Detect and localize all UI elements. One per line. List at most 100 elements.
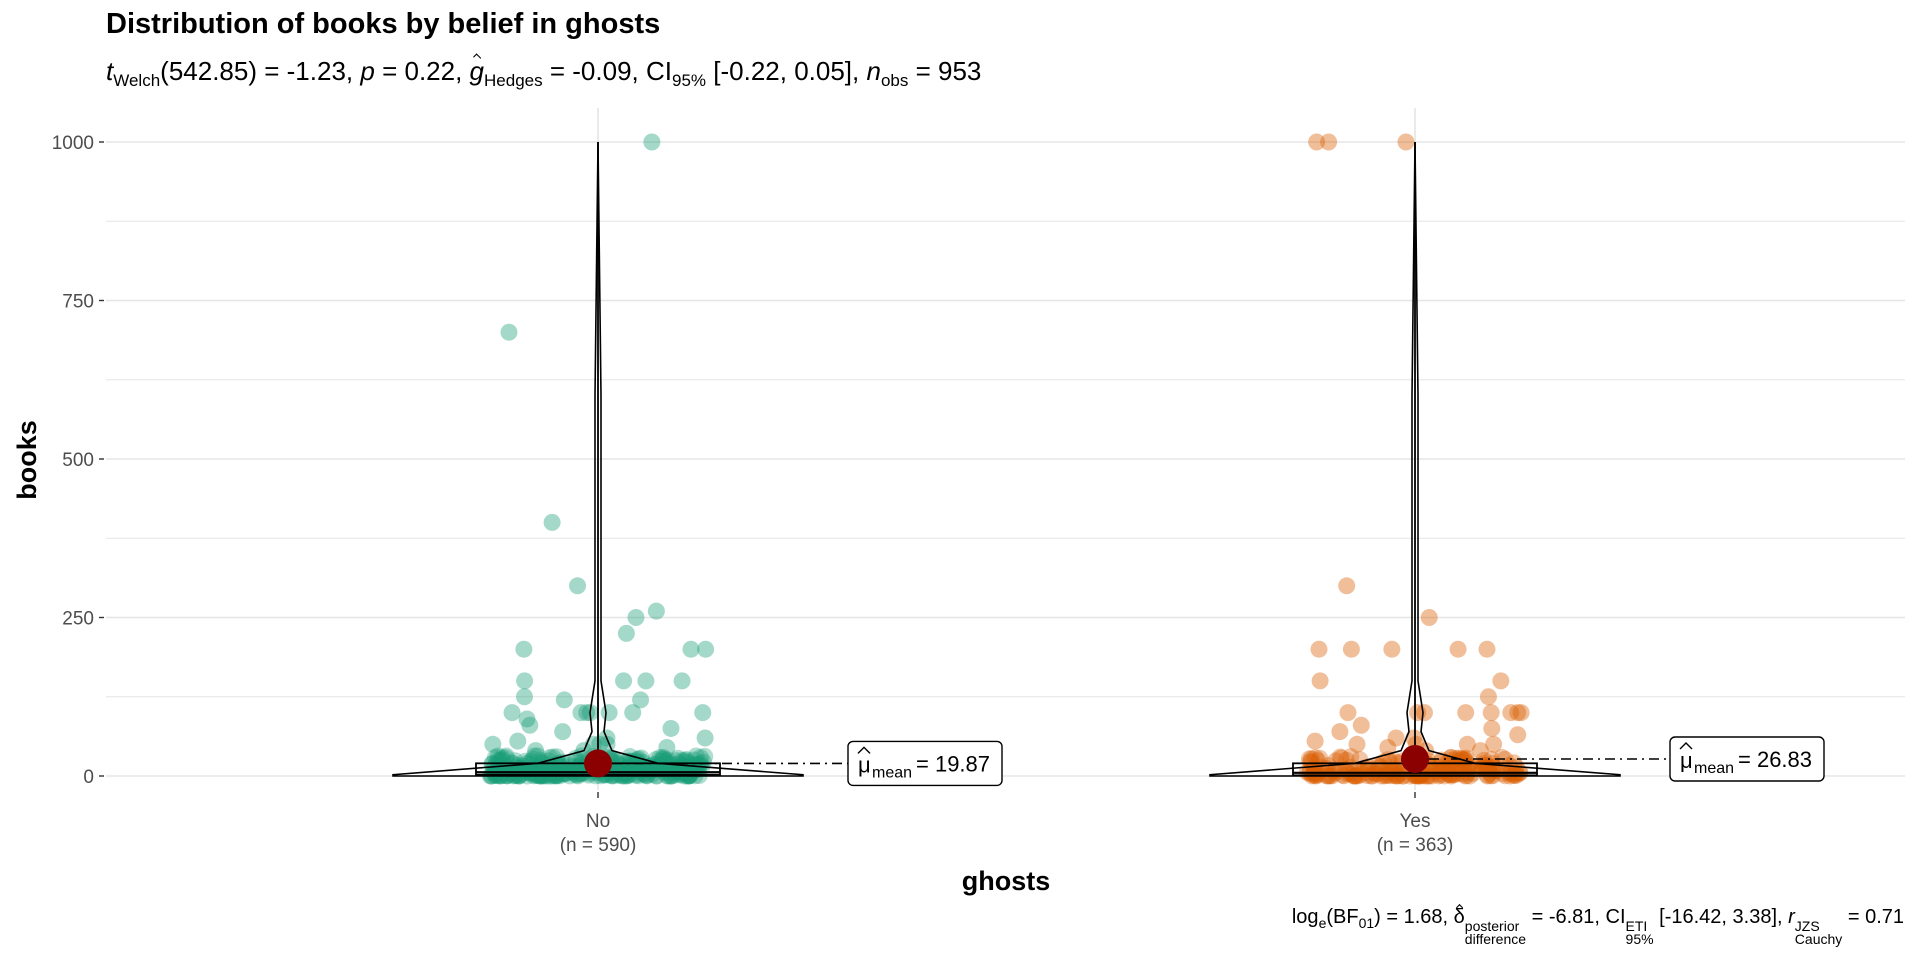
data-point xyxy=(1331,723,1349,741)
t-subscript: Welch xyxy=(113,71,161,90)
data-point xyxy=(611,756,629,774)
data-point xyxy=(647,602,665,620)
data-point xyxy=(1371,757,1389,775)
mean-point xyxy=(584,749,612,778)
data-point xyxy=(630,760,648,778)
data-point xyxy=(671,757,689,775)
data-point xyxy=(578,704,596,722)
data-point xyxy=(554,723,572,741)
r-value: = 0.71 xyxy=(1847,906,1904,928)
p-value: = 0.22, xyxy=(382,56,463,86)
bf-subscript: 01 xyxy=(1358,915,1375,931)
data-point xyxy=(1478,640,1496,658)
data-point xyxy=(555,691,573,709)
data-point xyxy=(697,640,715,658)
data-point xyxy=(509,732,527,750)
data-point xyxy=(1369,757,1387,775)
data-point xyxy=(591,735,609,753)
data-point xyxy=(662,719,680,737)
data-point xyxy=(634,753,652,771)
delta-superscript: posterior xyxy=(1464,918,1520,934)
mean-label-sub: mean xyxy=(872,764,912,781)
data-point xyxy=(1311,672,1329,690)
data-point xyxy=(1405,729,1423,747)
bf-value: ) = 1.68, xyxy=(1374,906,1449,928)
data-point xyxy=(516,672,534,690)
data-point xyxy=(484,735,502,753)
caption-ci-symbol: CI xyxy=(1605,906,1626,928)
data-point xyxy=(547,748,565,766)
data-point xyxy=(1449,640,1467,658)
t-statistic: (542.85) = -1.23, xyxy=(160,56,354,86)
n-value: = 953 xyxy=(915,56,982,86)
n-subscript: obs xyxy=(880,71,909,90)
data-point xyxy=(1432,753,1450,771)
data-point xyxy=(1458,735,1476,753)
x-tick-label: Yes xyxy=(1400,811,1431,832)
y-tick-label: 1000 xyxy=(52,133,94,154)
data-point xyxy=(522,764,540,782)
data-point xyxy=(556,764,574,782)
data-point xyxy=(685,760,703,778)
data-point xyxy=(657,752,675,770)
data-point xyxy=(1446,757,1464,775)
caption-ci-superscript: ETI xyxy=(1625,918,1648,934)
data-point xyxy=(646,755,664,773)
data-point xyxy=(1435,761,1453,779)
chart-subtitle: tWelch(542.85) = -1.23, p = 0.22, gHedge… xyxy=(106,56,981,91)
data-point xyxy=(600,704,618,722)
data-point xyxy=(500,323,518,341)
data-point xyxy=(627,609,645,626)
data-point xyxy=(1387,729,1405,747)
r-scripts: JZS Cauchy xyxy=(1795,919,1842,946)
data-point xyxy=(674,765,692,783)
data-point xyxy=(1339,704,1357,722)
ci-symbol: CI xyxy=(646,56,672,86)
ci-value: [-0.22, 0.05], xyxy=(713,56,860,86)
effect-size: = -0.09, xyxy=(549,56,639,86)
data-point xyxy=(572,704,590,722)
data-point xyxy=(1454,765,1472,783)
data-point xyxy=(508,764,526,782)
data-point xyxy=(489,747,507,765)
mean-label-box xyxy=(1669,736,1825,782)
data-point xyxy=(637,672,655,690)
data-point xyxy=(1493,748,1511,766)
x-tick-count: (n = 363) xyxy=(1377,835,1454,856)
mean-label-sub: mean xyxy=(1694,760,1734,777)
t-symbol: t xyxy=(106,56,114,86)
g-subscript: Hedges xyxy=(484,71,543,90)
data-point xyxy=(652,752,670,770)
data-point xyxy=(654,748,672,766)
data-point xyxy=(553,765,571,783)
data-point xyxy=(1445,765,1463,783)
data-point xyxy=(1438,761,1456,779)
y-tick-label: 750 xyxy=(62,292,94,313)
data-point xyxy=(544,748,562,766)
data-point xyxy=(567,752,585,770)
mean-point xyxy=(1401,744,1429,773)
data-point xyxy=(1343,765,1361,783)
data-point xyxy=(1478,757,1496,775)
data-point xyxy=(515,688,533,706)
data-point xyxy=(618,752,636,770)
data-point xyxy=(1331,748,1349,766)
mean-label-hat xyxy=(857,746,871,754)
data-point xyxy=(624,704,642,722)
data-point xyxy=(696,729,714,747)
data-point xyxy=(559,756,577,774)
data-point xyxy=(1509,704,1527,722)
data-point xyxy=(531,760,549,778)
data-point xyxy=(515,640,533,658)
data-point xyxy=(527,742,545,760)
data-point xyxy=(1383,640,1401,658)
x-tick-label: No xyxy=(586,811,610,832)
data-point xyxy=(692,749,710,767)
ci-subscript: 95% xyxy=(672,71,707,90)
mean-label-mu: μ xyxy=(858,752,871,777)
data-point xyxy=(621,748,639,766)
data-point xyxy=(486,749,504,767)
data-point xyxy=(522,753,540,771)
data-point xyxy=(632,691,650,709)
data-point xyxy=(1492,672,1510,690)
